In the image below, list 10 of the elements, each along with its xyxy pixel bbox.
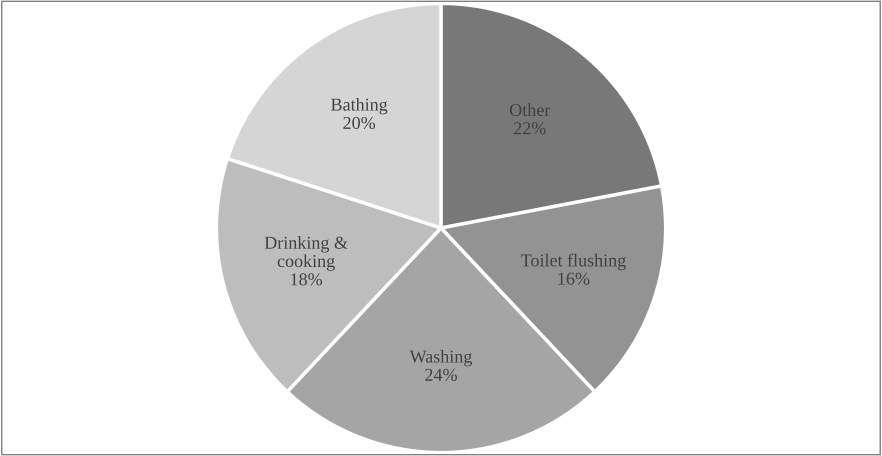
- data-label: 22%: [514, 122, 546, 134]
- data-label: 18%: [291, 273, 322, 286]
- slice-label: Washing: [410, 350, 472, 366]
- data-label: 24%: [425, 368, 457, 381]
- slice-label: Toilet flushing: [521, 254, 626, 270]
- slice-label: Bathing: [331, 98, 388, 114]
- data-label: 20%: [343, 116, 376, 130]
- slice-label: Drinking & cooking: [264, 236, 348, 271]
- data-label: 16%: [558, 272, 590, 285]
- slice-label: Other: [510, 103, 550, 116]
